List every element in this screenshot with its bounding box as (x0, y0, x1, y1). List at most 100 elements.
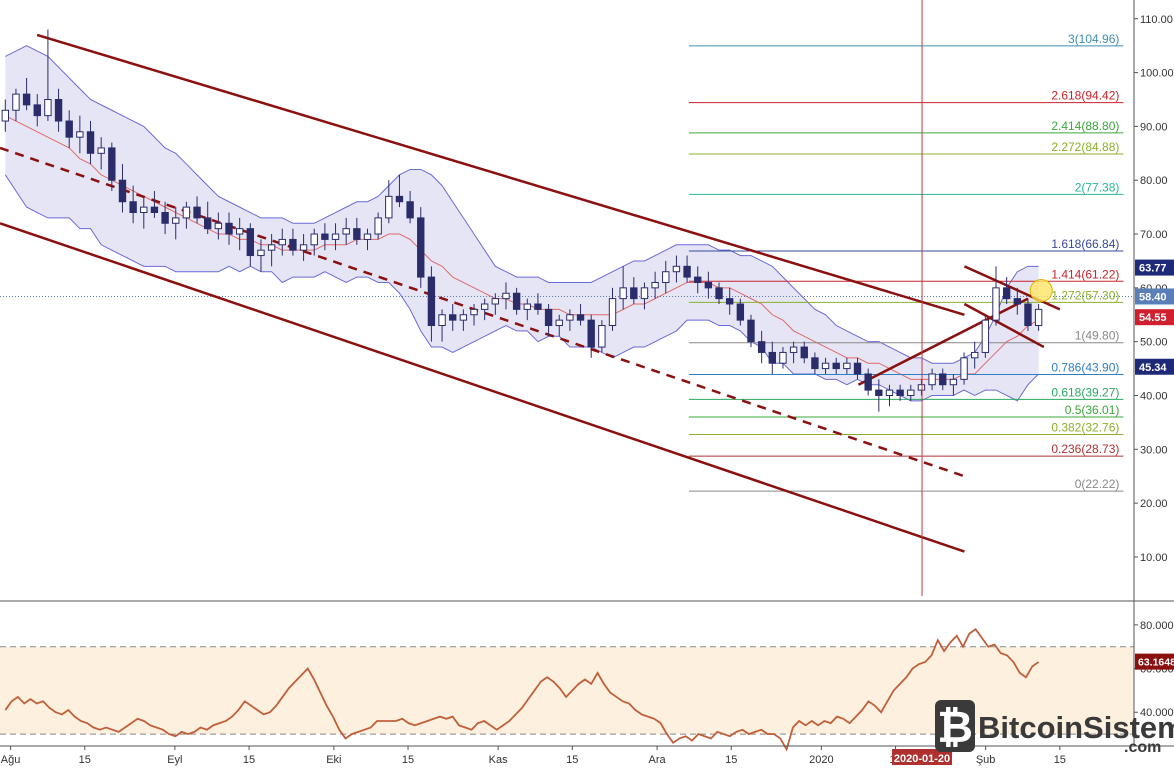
fib-level-label: 0.5(36.01) (1065, 403, 1120, 417)
candle-body (470, 308, 478, 316)
candle-body (86, 131, 95, 154)
candle-body (1002, 287, 1011, 300)
candlesticks (1, 29, 1043, 412)
watermark: ₿ BitcoinSistemi .com (935, 700, 1174, 756)
candle-body (76, 131, 84, 138)
candle-body (1, 109, 9, 122)
candle-body (630, 287, 638, 300)
candle-body (12, 93, 20, 111)
price-tick-label: 50.00 (1140, 337, 1168, 349)
candle-body (694, 276, 702, 283)
candle-body (406, 201, 414, 219)
price-tick-label: 30.00 (1140, 444, 1168, 456)
fib-level-label: 1.618(66.84) (1051, 237, 1119, 251)
trend-lines (0, 33, 1061, 553)
x-tick-label: 15 (725, 754, 737, 766)
x-tick-label: 15 (79, 754, 91, 766)
candle-body (321, 233, 329, 240)
candle-body (981, 319, 990, 353)
watermark-suffix: .com (1124, 739, 1161, 756)
candle-body (491, 298, 500, 305)
candle-body (832, 362, 840, 370)
candle-body (502, 292, 510, 300)
fib-level-label: 1(49.80) (1075, 329, 1120, 343)
candle-body (480, 303, 489, 310)
x-tick-label: Şub (976, 754, 996, 766)
candle-body (289, 238, 297, 251)
x-tick-label: Kas (489, 754, 508, 766)
fib-level-label: 1.414(61.22) (1051, 267, 1119, 281)
candle-body (214, 222, 223, 230)
candle-body (960, 357, 968, 380)
candle-body (885, 389, 894, 396)
candle-body (587, 319, 595, 348)
candle-body (161, 212, 169, 224)
candle-body (662, 271, 670, 283)
candle-body (640, 287, 649, 300)
candle-body (118, 179, 127, 203)
candle-body (1013, 298, 1022, 305)
price-label-badge (1135, 358, 1174, 375)
candle-body (971, 351, 979, 359)
candle-body (598, 325, 606, 348)
candle-body (939, 373, 947, 386)
candle-body (907, 389, 915, 396)
highlight-circle (1029, 279, 1053, 303)
price-tick-label: 10.00 (1140, 552, 1168, 564)
fib-level-label: 0.618(39.27) (1051, 385, 1119, 399)
candle-body (949, 378, 958, 386)
candle-body (789, 346, 798, 353)
candle-body (65, 120, 73, 138)
price-tick-label: 40.00 (1140, 390, 1168, 402)
price-label-text: 58.40 (1139, 291, 1167, 303)
candle-body (917, 384, 926, 391)
candle-body (1024, 303, 1032, 327)
watermark-brand: BitcoinSistemi (978, 710, 1174, 745)
price-label-text: 54.55 (1139, 312, 1167, 324)
x-tick-label: 15 (1054, 754, 1066, 766)
trend-line (36, 33, 965, 316)
candle-body (523, 303, 531, 310)
rsi-line (4, 627, 1040, 752)
candle-body (725, 298, 734, 305)
candle-body (225, 222, 233, 235)
candle-body (672, 265, 681, 273)
candle-body (267, 244, 276, 251)
candle-body (438, 314, 446, 327)
bollinger-upper (5, 45, 1039, 364)
candle-body (363, 233, 372, 240)
candle-body (331, 233, 340, 240)
watermark-logo-icon (935, 700, 975, 752)
candle-body (992, 287, 1000, 321)
candle-body (140, 206, 148, 214)
candle-body (757, 341, 766, 353)
trend-line (963, 302, 1045, 349)
candle-body (129, 201, 137, 214)
candle-body (246, 228, 255, 257)
candle-body (811, 357, 819, 370)
candle-body (608, 298, 617, 327)
candle-body (736, 303, 745, 321)
candle-body (172, 217, 180, 224)
rsi-value-label: 63.1648 (1138, 657, 1174, 669)
rsi-tick-label: 80.0000 (1140, 620, 1174, 632)
candle-body (459, 314, 468, 321)
price-label-text: 63.77 (1139, 263, 1167, 275)
candle-body (566, 314, 574, 321)
candle-body (800, 346, 808, 359)
bollinger-bands (0, 45, 1134, 402)
candle-body (257, 249, 265, 257)
price-tick-label: 70.00 (1140, 229, 1168, 241)
highlight-date-label: 2020-01-20 (894, 753, 950, 765)
trend-line (0, 222, 965, 553)
fib-level-label: 1.272(57.30) (1051, 288, 1119, 302)
fib-level-label: 0.236(28.73) (1051, 442, 1119, 456)
rsi-value-badge (1135, 653, 1174, 670)
candle-body (1034, 308, 1043, 327)
candle-body (544, 308, 553, 327)
highlight-date-badge (892, 749, 953, 765)
trend-line (963, 265, 1061, 311)
price-label-badge (1135, 309, 1174, 326)
candle-body (576, 314, 585, 321)
